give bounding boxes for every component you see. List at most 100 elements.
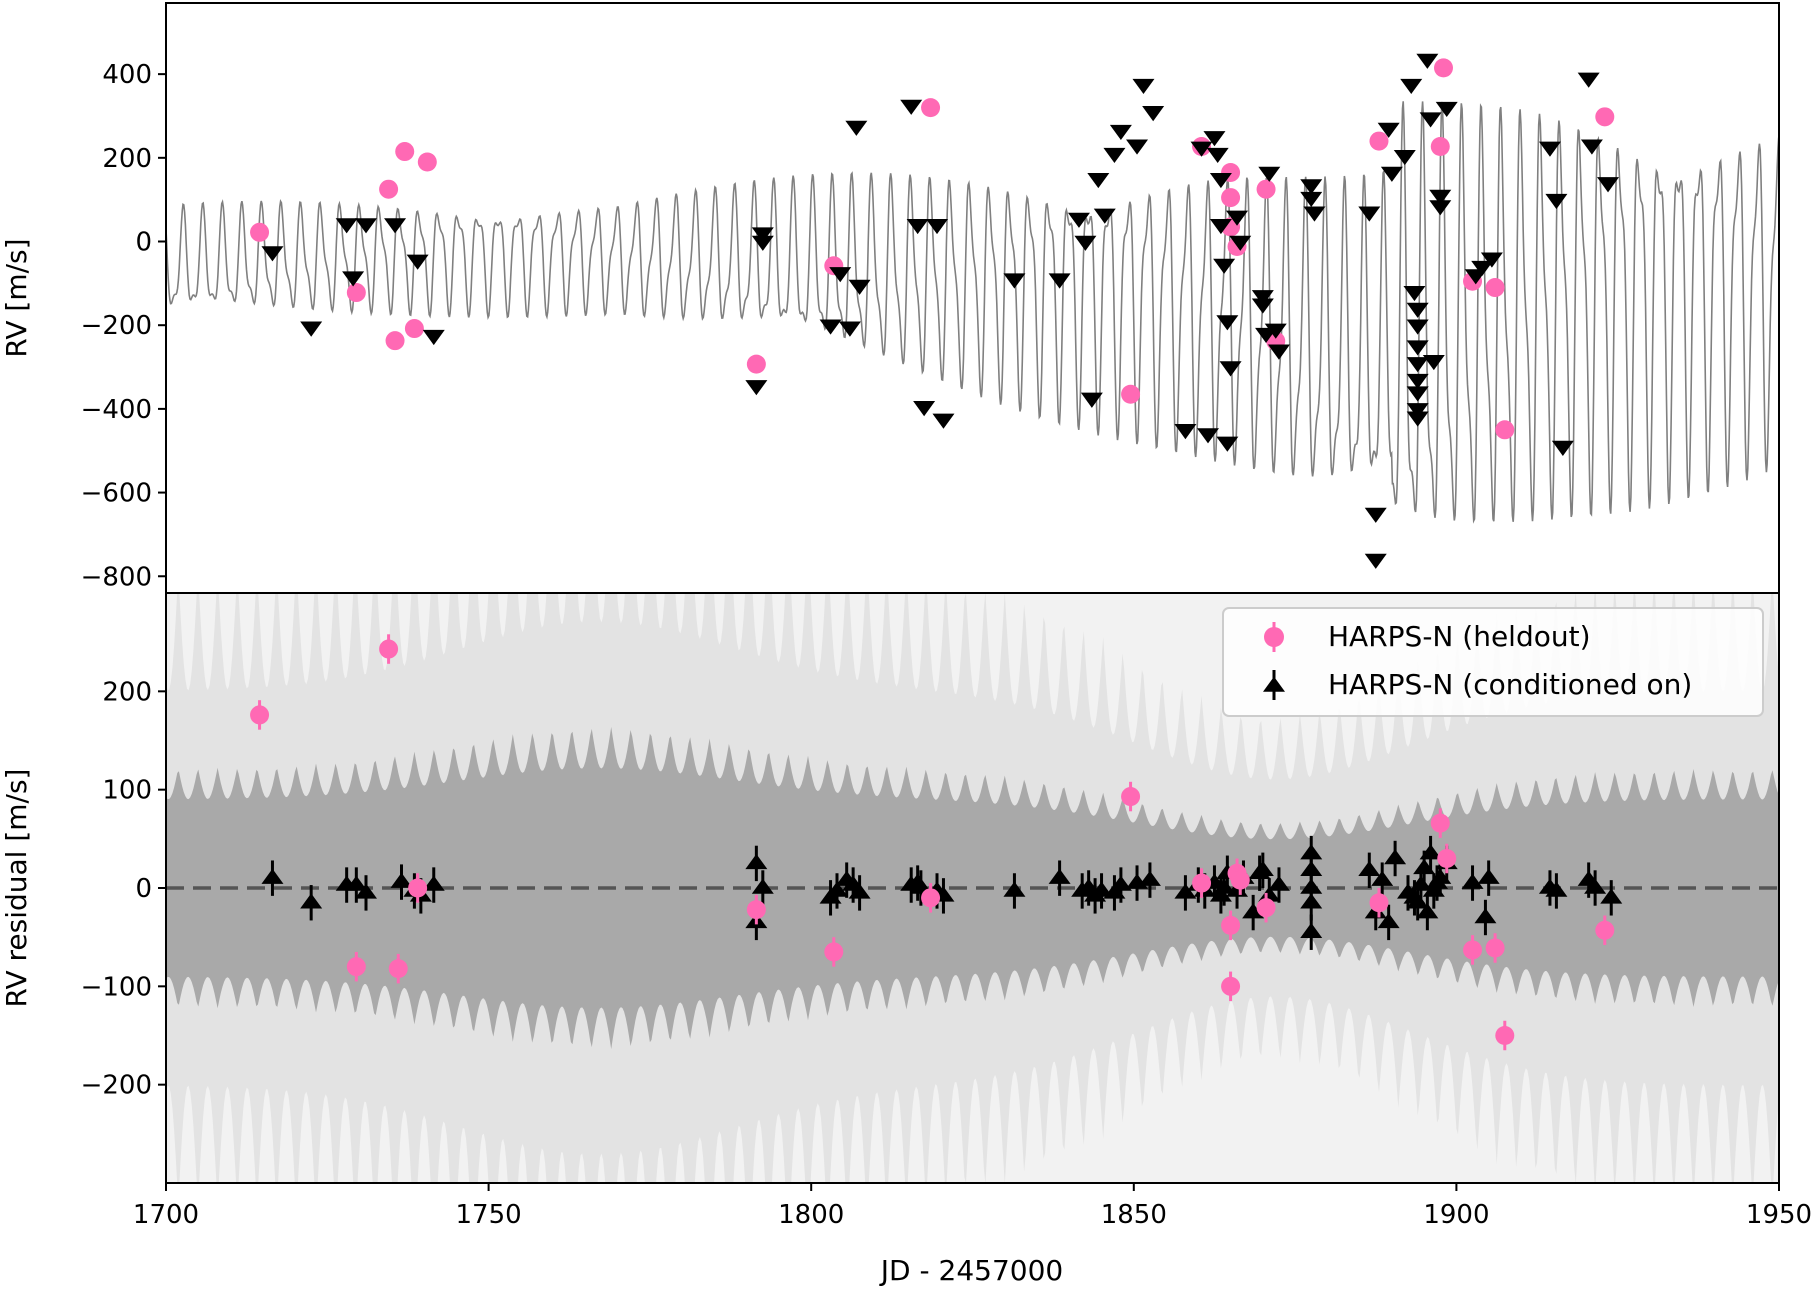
conditioned-point bbox=[1406, 357, 1429, 373]
conditioned-point bbox=[848, 279, 871, 295]
conditioned-point bbox=[1393, 149, 1416, 166]
conditioned-point bbox=[1209, 219, 1232, 235]
conditioned-residual-point bbox=[1358, 860, 1381, 877]
bottom-xtick-label: 1750 bbox=[456, 1200, 522, 1230]
bottom-ylabel: RV residual [m/s] bbox=[0, 769, 33, 1008]
conditioned-residual-point bbox=[1300, 860, 1323, 877]
conditioned-point bbox=[1364, 507, 1387, 523]
conditioned-point bbox=[1300, 179, 1323, 195]
heldout-point bbox=[1495, 420, 1515, 440]
conditioned-point bbox=[1219, 361, 1242, 377]
conditioned-point bbox=[261, 246, 284, 262]
conditioned-point bbox=[1203, 131, 1226, 147]
conditioned-residual-point bbox=[1138, 870, 1161, 886]
bottom-ytick-label: −200 bbox=[81, 1071, 152, 1101]
heldout-residual-point bbox=[388, 959, 408, 979]
conditioned-point bbox=[1229, 235, 1252, 251]
conditioned-point bbox=[1435, 101, 1458, 118]
heldout-point bbox=[417, 152, 437, 172]
heldout-residual-point bbox=[250, 705, 270, 725]
bottom-xtick-label: 1850 bbox=[1101, 1200, 1167, 1230]
heldout-residual-point bbox=[1369, 893, 1389, 913]
conditioned-point bbox=[1406, 386, 1429, 402]
conditioned-residual-point bbox=[1600, 888, 1623, 904]
conditioned-point bbox=[1216, 315, 1239, 331]
conditioned-point bbox=[1258, 166, 1281, 182]
conditioned-point bbox=[1429, 189, 1452, 205]
conditioned-point bbox=[745, 380, 768, 396]
conditioned-residual-point bbox=[390, 872, 413, 888]
conditioned-point bbox=[1267, 344, 1290, 360]
heldout-residual-point bbox=[1595, 920, 1615, 940]
heldout-point bbox=[1256, 179, 1276, 199]
conditioned-residual-point bbox=[1048, 868, 1071, 884]
heldout-point bbox=[1430, 137, 1450, 157]
conditioned-point bbox=[1142, 106, 1165, 122]
conditioned-point bbox=[751, 235, 774, 251]
legend-label-conditioned: HARPS-N (conditioned on) bbox=[1328, 668, 1692, 701]
conditioned-point bbox=[335, 218, 358, 234]
conditioned-point bbox=[1048, 273, 1071, 289]
bottom-xtick-label: 1950 bbox=[1746, 1200, 1812, 1230]
heldout-point bbox=[1595, 107, 1615, 127]
conditioned-point bbox=[926, 219, 949, 235]
conditioned-point bbox=[1209, 172, 1232, 189]
heldout-point bbox=[1433, 58, 1453, 78]
legend: HARPS-N (heldout) HARPS-N (conditioned o… bbox=[1222, 607, 1764, 717]
heldout-residual-point bbox=[379, 639, 399, 659]
top-y-axis: 400 200 0 −200 −400 −600 −800 bbox=[81, 60, 1780, 601]
conditioned-point bbox=[1358, 206, 1381, 222]
conditioned-point bbox=[1126, 139, 1149, 155]
conditioned-residual-point bbox=[1377, 913, 1400, 929]
top-ytick-label: −400 bbox=[81, 395, 152, 425]
conditioned-point bbox=[751, 227, 774, 243]
bottom-xtick-label: 1800 bbox=[778, 1200, 844, 1230]
conditioned-residual-point bbox=[261, 868, 284, 884]
conditioned-point bbox=[1380, 166, 1403, 182]
top-ytick-label: −200 bbox=[81, 311, 152, 341]
conditioned-point bbox=[1080, 392, 1103, 408]
bottom-panel: 200 100 0 −100 −200 1700 1750 1800 1850 1900 1950… bbox=[0, 592, 1812, 1287]
conditioned-point bbox=[1406, 373, 1429, 390]
heldout-residual-point bbox=[824, 942, 844, 962]
conditioned-point bbox=[406, 254, 429, 270]
heldout-point bbox=[921, 98, 941, 118]
conditioned-point bbox=[913, 401, 936, 417]
top-ytick-label: 0 bbox=[135, 228, 152, 258]
conditioned-point bbox=[1364, 553, 1387, 569]
heldout-residual-point bbox=[1256, 898, 1276, 918]
heldout-residual-point bbox=[1221, 915, 1241, 935]
conditioned-point bbox=[1406, 302, 1429, 318]
conditioned-point bbox=[1551, 440, 1574, 456]
conditioned-residual-point bbox=[1213, 878, 1236, 894]
conditioned-residual-point bbox=[1300, 922, 1323, 938]
heldout-point bbox=[1485, 278, 1505, 298]
conditioned-residual-point bbox=[1174, 883, 1197, 899]
heldout-point bbox=[346, 283, 366, 303]
conditioned-residual-point bbox=[1584, 878, 1607, 894]
conditioned-point bbox=[1406, 403, 1429, 419]
conditioned-residual-point bbox=[1419, 844, 1442, 860]
conditioned-point bbox=[1377, 122, 1400, 138]
conditioned-point bbox=[1216, 436, 1239, 452]
conditioned-point bbox=[300, 321, 323, 337]
top-ytick-label: 200 bbox=[102, 144, 152, 174]
heldout-point bbox=[404, 319, 424, 339]
heldout-point bbox=[746, 354, 766, 374]
conditioned-residual-point bbox=[1242, 903, 1265, 919]
conditioned-point bbox=[1403, 285, 1426, 302]
heldout-point bbox=[1369, 131, 1389, 151]
heldout-point bbox=[1221, 188, 1241, 208]
conditioned-residual-point bbox=[300, 893, 323, 909]
conditioned-point bbox=[845, 120, 868, 136]
conditioned-point bbox=[1300, 191, 1323, 207]
conditioned-point bbox=[1174, 424, 1197, 440]
conditioned-residual-point bbox=[1371, 870, 1394, 886]
conditioned-point bbox=[1406, 340, 1429, 356]
heldout-point bbox=[1121, 384, 1141, 404]
heldout-residual-point bbox=[1192, 873, 1212, 893]
conditioned-point bbox=[1196, 428, 1219, 444]
heldout-point bbox=[379, 179, 399, 199]
conditioned-point bbox=[1074, 235, 1097, 251]
heldout-residual-point bbox=[408, 878, 428, 898]
